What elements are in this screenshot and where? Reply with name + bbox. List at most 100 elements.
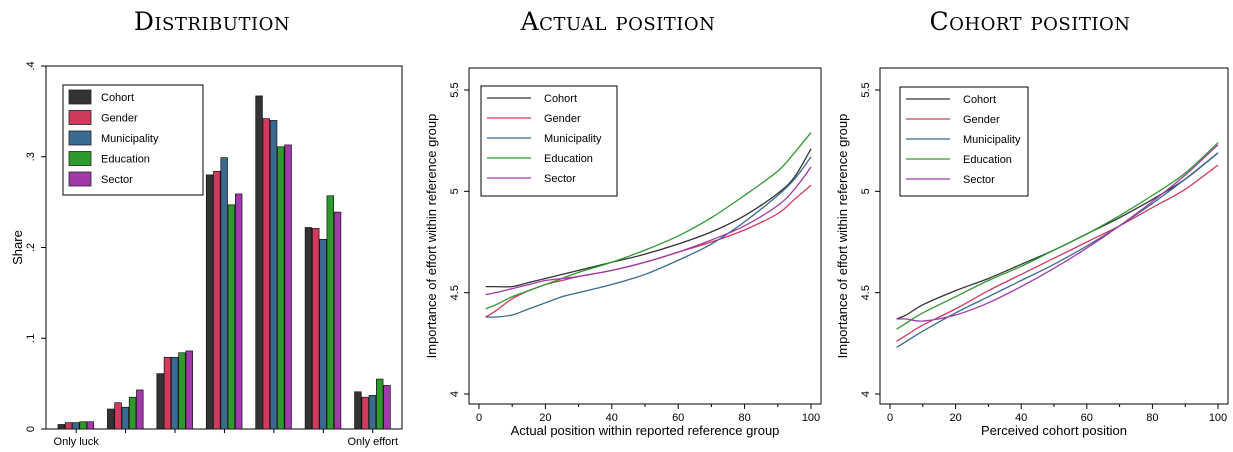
cohort-position-x-tick-label-0: 0 xyxy=(887,412,893,424)
cohort-position-y-tick-label-0: 4 xyxy=(860,391,872,397)
x-tick-label-6: Only effort xyxy=(347,436,398,448)
legend-label-municipality: Municipality xyxy=(963,134,1021,146)
bar-sector-5 xyxy=(333,211,342,430)
bar-gender-2 xyxy=(163,356,172,430)
bar-education-5 xyxy=(326,195,334,430)
cohort-position-title: Cohort position xyxy=(929,7,1131,36)
bar-sector-3 xyxy=(234,193,243,430)
actual-position-y-tick-label-2: 5 xyxy=(449,188,461,194)
actual-position-line-education xyxy=(485,132,812,310)
distribution-legend: Cohort Gender Municipality Education Sector xyxy=(62,84,204,196)
bar-municipality-2 xyxy=(171,356,179,430)
bar-gender-3 xyxy=(213,170,221,430)
bar-education-1 xyxy=(128,396,137,430)
bar-sector-0 xyxy=(86,421,95,430)
cohort-position-y-tick-label-3: 5.5 xyxy=(860,82,872,97)
distribution-title: Distribution xyxy=(133,7,291,36)
bar-cohort-2 xyxy=(156,373,164,430)
actual-position-x-tick-label-5: 100 xyxy=(802,412,820,424)
bar-education-4 xyxy=(277,146,285,430)
bar-cohort-0 xyxy=(57,424,66,430)
legend-label-municipality: Municipality xyxy=(544,133,602,145)
actual-position-legend: Cohort Gender Municipality Education Sector xyxy=(480,85,618,197)
y-axis-label: Share xyxy=(10,230,25,265)
legend-swatch-gender xyxy=(68,110,92,125)
legend-swatch-municipality xyxy=(68,130,92,146)
distribution-chart: 0 .1 .2 .3 .4 Share Only luck Only effort Cohort… xyxy=(10,61,403,448)
bar-cohort-4 xyxy=(255,95,263,430)
legend-label-municipality: Municipality xyxy=(101,133,159,145)
bar-municipality-4 xyxy=(269,120,278,430)
legend-label-education: Education xyxy=(544,153,593,165)
bar-sector-6 xyxy=(383,385,391,430)
cohort-position-y-axis-label: Importance of effort within reference gr… xyxy=(835,114,850,359)
actual-position-x-tick-label-0: 0 xyxy=(476,412,482,424)
legend-swatch-cohort xyxy=(68,89,92,105)
actual-position-x-tick-label-4: 80 xyxy=(738,412,750,424)
cohort-position-y-tick-label-1: 4.5 xyxy=(860,285,872,300)
bar-municipality-3 xyxy=(220,157,228,430)
bar-municipality-5 xyxy=(319,238,327,430)
actual-position-line-sector xyxy=(485,166,812,296)
distribution-panel: 0 .1 .2 .3 .4 Share Only luck Only effort Cohort… xyxy=(0,58,406,452)
bar-cohort-5 xyxy=(304,227,313,430)
bar-gender-1 xyxy=(114,402,122,430)
actual-position-panel: 0 20 40 60 80 100 Actual position within repor… xyxy=(416,58,826,452)
cohort-position-line-cohort xyxy=(896,152,1219,320)
bar-municipality-0 xyxy=(72,422,80,430)
legend-label-cohort: Cohort xyxy=(544,93,577,105)
bar-municipality-1 xyxy=(121,406,129,430)
legend-label-sector: Sector xyxy=(544,173,576,185)
actual-position-y-tick-label-3: 5.5 xyxy=(449,82,461,97)
cohort-position-x-tick-label-3: 60 xyxy=(1081,412,1093,424)
cohort-position-x-tick-label-1: 20 xyxy=(949,412,961,424)
cohort-position-line-sector xyxy=(896,144,1219,322)
bar-education-3 xyxy=(227,204,236,430)
cohort-position-legend-box xyxy=(899,86,1029,197)
legend-label-sector: Sector xyxy=(101,174,133,186)
actual-position-x-tick-label-3: 60 xyxy=(672,412,684,424)
legend-swatch-sector xyxy=(68,171,92,187)
cohort-position-y-tick-label-2: 5 xyxy=(860,188,872,194)
bar-education-6 xyxy=(376,378,384,430)
bar-sector-2 xyxy=(185,350,193,430)
cohort-position-line-education xyxy=(896,142,1219,330)
actual-position-line-municipality xyxy=(485,156,812,318)
legend-swatch-education xyxy=(68,151,92,166)
cohort-position-panel: 0 20 40 60 80 100 Perceived cohort position 4 4.… xyxy=(830,58,1233,452)
legend-label-education: Education xyxy=(963,154,1012,166)
legend-label-sector: Sector xyxy=(963,174,995,186)
actual-position-y-tick-label-0: 4 xyxy=(449,391,461,397)
bar-gender-4 xyxy=(262,118,271,430)
bar-gender-6 xyxy=(361,396,369,430)
legend-label-education: Education xyxy=(101,154,150,166)
bar-cohort-1 xyxy=(107,408,115,430)
y-tick-label-1: .1 xyxy=(25,334,37,343)
actual-position-x-axis-label: Actual position within reported referenc… xyxy=(511,423,780,438)
legend-label-cohort: Cohort xyxy=(101,92,134,104)
bar-sector-1 xyxy=(136,389,144,430)
actual-position-x-tick-label-2: 40 xyxy=(606,412,618,424)
legend-label-gender: Gender xyxy=(963,114,1000,126)
x-tick-label-0: Only luck xyxy=(54,436,100,448)
bar-education-0 xyxy=(79,421,87,430)
actual-position-x-tick-label-1: 20 xyxy=(539,412,551,424)
cohort-position-chart: 0 20 40 60 80 100 Perceived cohort position 4 4.… xyxy=(835,67,1229,438)
bar-gender-5 xyxy=(312,228,320,430)
cohort-position-legend: Cohort Gender Municipality Education Sector xyxy=(899,86,1029,197)
bar-cohort-3 xyxy=(205,174,214,430)
legend-label-gender: Gender xyxy=(544,113,581,125)
bar-cohort-6 xyxy=(354,391,362,430)
bar-municipality-6 xyxy=(368,395,377,430)
actual-position-y-tick-label-1: 4.5 xyxy=(449,285,461,300)
actual-position-title: Actual position xyxy=(520,7,716,36)
cohort-position-x-tick-label-4: 80 xyxy=(1146,412,1158,424)
cohort-position-line-gender xyxy=(896,164,1219,342)
cohort-position-x-axis-label: Perceived cohort position xyxy=(981,423,1127,438)
y-tick-label-3: .3 xyxy=(25,152,37,161)
cohort-position-x-tick-label-2: 40 xyxy=(1015,412,1027,424)
y-tick-label-2: .2 xyxy=(25,243,37,252)
actual-position-y-axis-label: Importance of effort within reference gr… xyxy=(424,114,439,359)
cohort-position-line-municipality xyxy=(896,152,1219,348)
bar-sector-4 xyxy=(284,144,292,430)
